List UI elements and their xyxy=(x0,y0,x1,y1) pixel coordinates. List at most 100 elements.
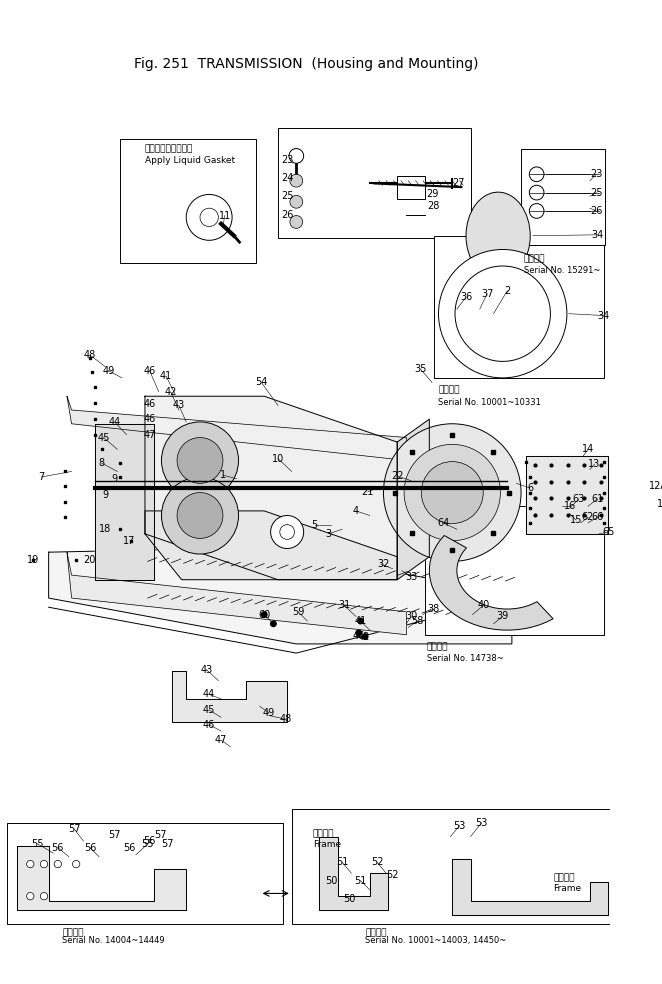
Circle shape xyxy=(40,892,48,899)
Text: 41: 41 xyxy=(354,616,367,626)
Text: 57: 57 xyxy=(109,830,121,839)
Text: 29: 29 xyxy=(426,190,438,200)
Text: Frame: Frame xyxy=(553,885,581,893)
Text: 58: 58 xyxy=(411,616,424,626)
Text: 19: 19 xyxy=(27,555,39,565)
Text: 適用号機: 適用号機 xyxy=(365,928,387,938)
Text: 32: 32 xyxy=(377,559,390,569)
Text: 65: 65 xyxy=(602,527,614,537)
Circle shape xyxy=(362,634,368,640)
Text: 6: 6 xyxy=(527,483,534,493)
Text: 13: 13 xyxy=(589,460,600,469)
Text: 適用号機: 適用号機 xyxy=(426,643,448,651)
Text: 64: 64 xyxy=(437,518,449,527)
Polygon shape xyxy=(17,845,186,910)
Text: 52: 52 xyxy=(371,857,383,867)
Text: 44: 44 xyxy=(109,417,120,427)
Text: 56: 56 xyxy=(144,836,156,846)
Bar xyxy=(292,809,622,924)
Circle shape xyxy=(73,860,80,868)
Bar xyxy=(278,128,471,238)
Polygon shape xyxy=(526,456,608,534)
Circle shape xyxy=(280,524,295,539)
Polygon shape xyxy=(173,671,287,722)
Text: 25: 25 xyxy=(590,188,602,198)
Text: 30: 30 xyxy=(405,611,417,622)
Text: 59: 59 xyxy=(292,607,305,617)
Circle shape xyxy=(404,445,500,541)
Text: 57: 57 xyxy=(154,830,167,839)
Text: 53: 53 xyxy=(475,818,488,828)
Text: 36: 36 xyxy=(460,292,472,302)
Text: 20: 20 xyxy=(83,555,96,565)
Circle shape xyxy=(162,477,238,554)
Text: 26: 26 xyxy=(590,206,602,215)
Polygon shape xyxy=(319,836,388,910)
Text: 53: 53 xyxy=(453,821,466,830)
Text: 35: 35 xyxy=(414,364,426,374)
Text: 18: 18 xyxy=(99,524,112,534)
Text: 3: 3 xyxy=(325,528,332,539)
Bar xyxy=(7,823,283,924)
Text: 56: 56 xyxy=(123,842,136,852)
Text: 24: 24 xyxy=(281,173,293,183)
Polygon shape xyxy=(397,419,430,580)
Circle shape xyxy=(54,860,62,868)
Circle shape xyxy=(186,195,232,240)
Circle shape xyxy=(421,461,483,523)
Text: 56: 56 xyxy=(83,842,96,852)
Text: 46: 46 xyxy=(144,399,156,408)
Circle shape xyxy=(40,860,48,868)
Text: 9: 9 xyxy=(103,490,109,500)
Text: 44: 44 xyxy=(203,690,215,700)
Text: 56: 56 xyxy=(52,842,64,852)
Text: 適用号機: 適用号機 xyxy=(438,386,460,395)
Text: 2: 2 xyxy=(504,285,510,296)
Text: 46: 46 xyxy=(144,414,156,424)
Text: Serial No. 14738~: Serial No. 14738~ xyxy=(426,654,503,663)
Text: 38: 38 xyxy=(428,604,440,614)
Text: 42: 42 xyxy=(164,387,177,397)
Text: 55: 55 xyxy=(31,839,44,849)
Text: フレーム: フレーム xyxy=(313,830,334,838)
Circle shape xyxy=(356,630,361,636)
Text: 42: 42 xyxy=(357,632,369,642)
Text: 26: 26 xyxy=(281,210,293,219)
Text: Serial No. 10001~10331: Serial No. 10001~10331 xyxy=(438,399,542,407)
Circle shape xyxy=(177,493,223,538)
Text: 25: 25 xyxy=(281,191,293,202)
Text: 液体パッキンを塗布: 液体パッキンを塗布 xyxy=(145,144,193,153)
Circle shape xyxy=(530,204,544,218)
Text: 27: 27 xyxy=(452,177,465,188)
Circle shape xyxy=(455,266,550,361)
Text: Frame: Frame xyxy=(313,840,341,849)
Text: 17: 17 xyxy=(123,536,136,546)
Text: 54: 54 xyxy=(256,378,267,388)
Circle shape xyxy=(290,215,303,228)
Polygon shape xyxy=(48,548,512,644)
Text: 46: 46 xyxy=(353,631,365,641)
Circle shape xyxy=(261,612,267,617)
Text: 48: 48 xyxy=(279,714,291,724)
Text: 40: 40 xyxy=(477,600,490,610)
Circle shape xyxy=(200,209,218,226)
Text: 51: 51 xyxy=(354,876,367,886)
Polygon shape xyxy=(95,424,154,580)
Text: 12: 12 xyxy=(657,500,662,510)
Text: 14: 14 xyxy=(582,445,594,455)
Text: 48: 48 xyxy=(84,350,96,360)
Text: 45: 45 xyxy=(97,433,110,443)
Circle shape xyxy=(177,438,223,483)
Text: 11: 11 xyxy=(218,211,231,220)
Text: Serial No. 14004~14449: Serial No. 14004~14449 xyxy=(62,936,165,945)
Bar xyxy=(425,507,604,635)
Text: 51: 51 xyxy=(336,857,348,867)
Circle shape xyxy=(271,516,304,548)
Bar xyxy=(397,176,425,199)
Polygon shape xyxy=(145,397,397,580)
Bar xyxy=(521,149,606,245)
Text: 23: 23 xyxy=(590,169,602,179)
Circle shape xyxy=(530,185,544,200)
Text: 28: 28 xyxy=(428,202,440,212)
Circle shape xyxy=(357,618,363,624)
